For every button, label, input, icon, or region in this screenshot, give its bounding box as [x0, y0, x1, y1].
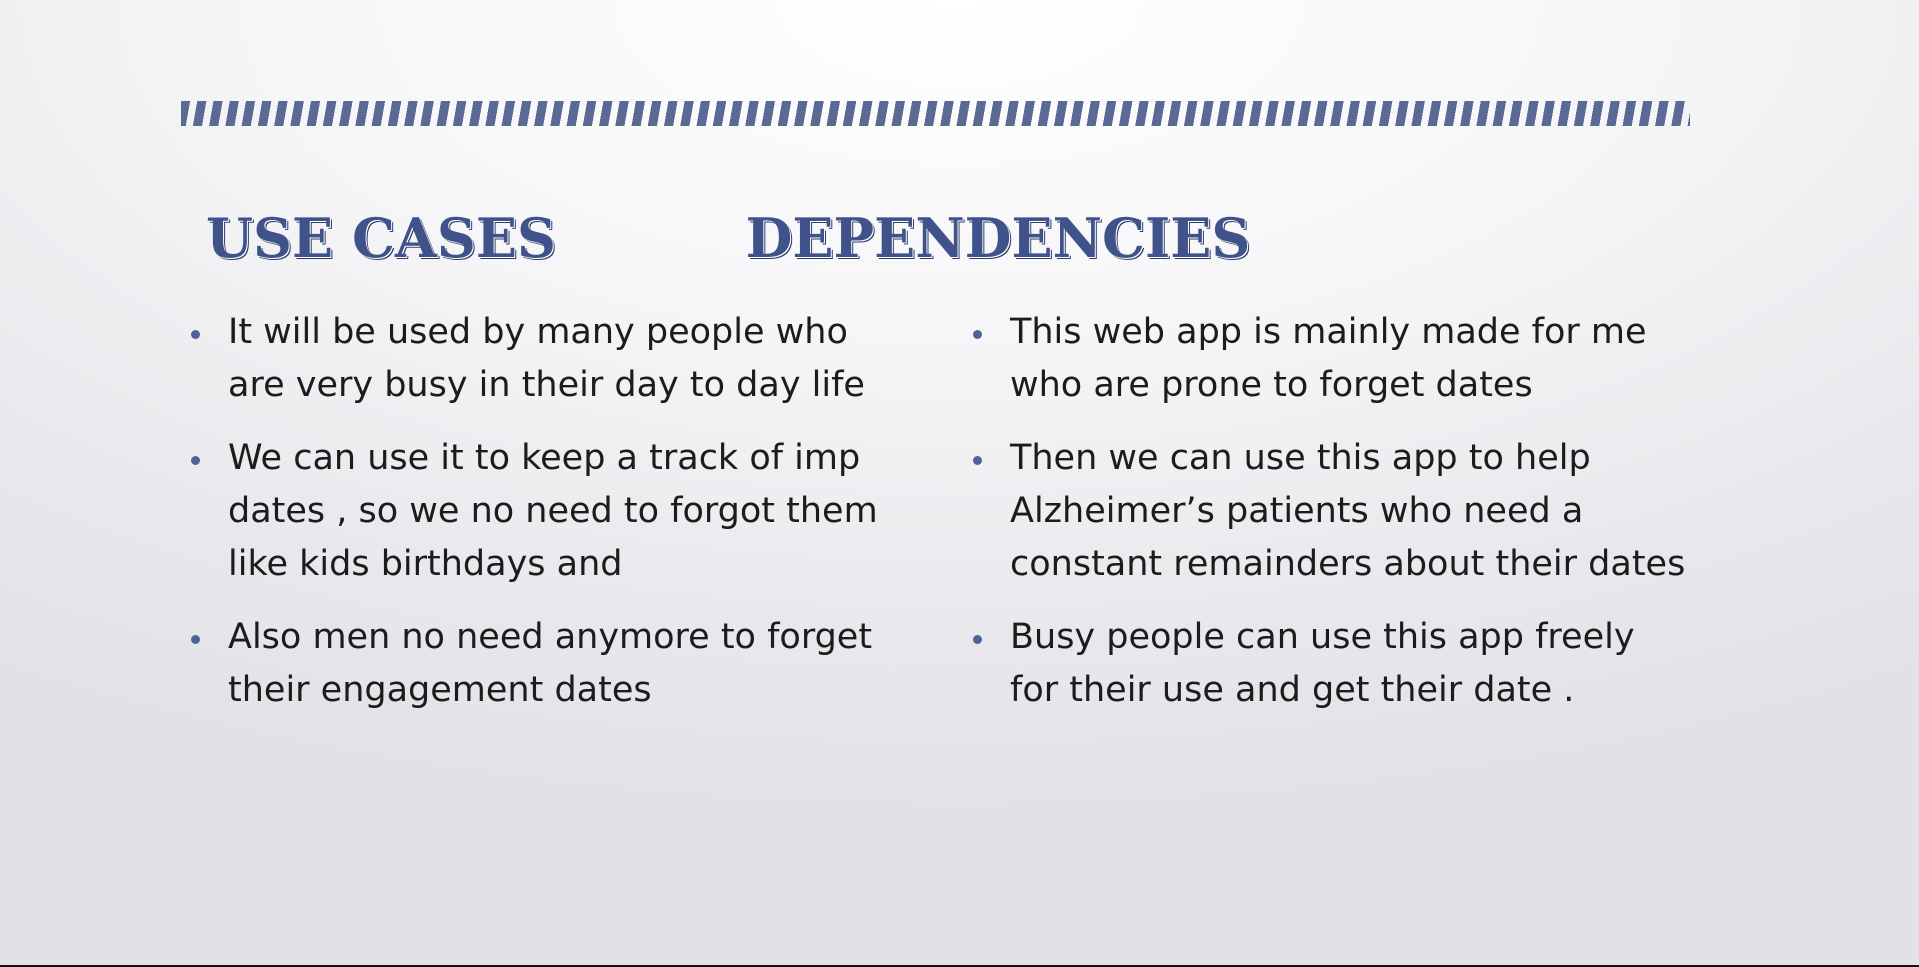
decorative-stripe-bar: [181, 101, 1690, 126]
bottom-divider: [0, 965, 1919, 967]
bullet-dot-icon: [191, 330, 200, 339]
use-cases-column: USE CASES It will be used by many people…: [181, 200, 911, 737]
list-item: Also men no need anymore to forget their…: [181, 611, 911, 717]
bullet-dot-icon: [191, 635, 200, 644]
use-cases-list: It will be used by many people who are v…: [181, 306, 911, 717]
bullet-text: This web app is mainly made for me who a…: [1010, 312, 1647, 405]
list-item: We can use it to keep a track of imp dat…: [181, 432, 911, 591]
list-item: It will be used by many people who are v…: [181, 306, 911, 412]
list-item: Then we can use this app to help Alzheim…: [963, 432, 1693, 591]
dependencies-column: DEPENDENCIES This web app is mainly made…: [746, 200, 1693, 737]
bullet-dot-icon: [973, 635, 982, 644]
bullet-dot-icon: [191, 456, 200, 465]
list-item: This web app is mainly made for me who a…: [963, 306, 1693, 412]
bullet-text: We can use it to keep a track of imp dat…: [228, 438, 878, 584]
list-item: Busy people can use this app freely for …: [963, 611, 1693, 717]
bullet-dot-icon: [973, 456, 982, 465]
use-cases-heading: USE CASES: [205, 206, 557, 270]
bullet-text: Then we can use this app to help Alzheim…: [1010, 438, 1686, 584]
dependencies-list: This web app is mainly made for me who a…: [963, 306, 1693, 717]
bullet-text: It will be used by many people who are v…: [228, 312, 865, 405]
bullet-text: Busy people can use this app freely for …: [1010, 617, 1635, 710]
bullet-dot-icon: [973, 330, 982, 339]
bullet-text: Also men no need anymore to forget their…: [228, 617, 873, 710]
dependencies-heading: DEPENDENCIES: [745, 206, 1251, 270]
